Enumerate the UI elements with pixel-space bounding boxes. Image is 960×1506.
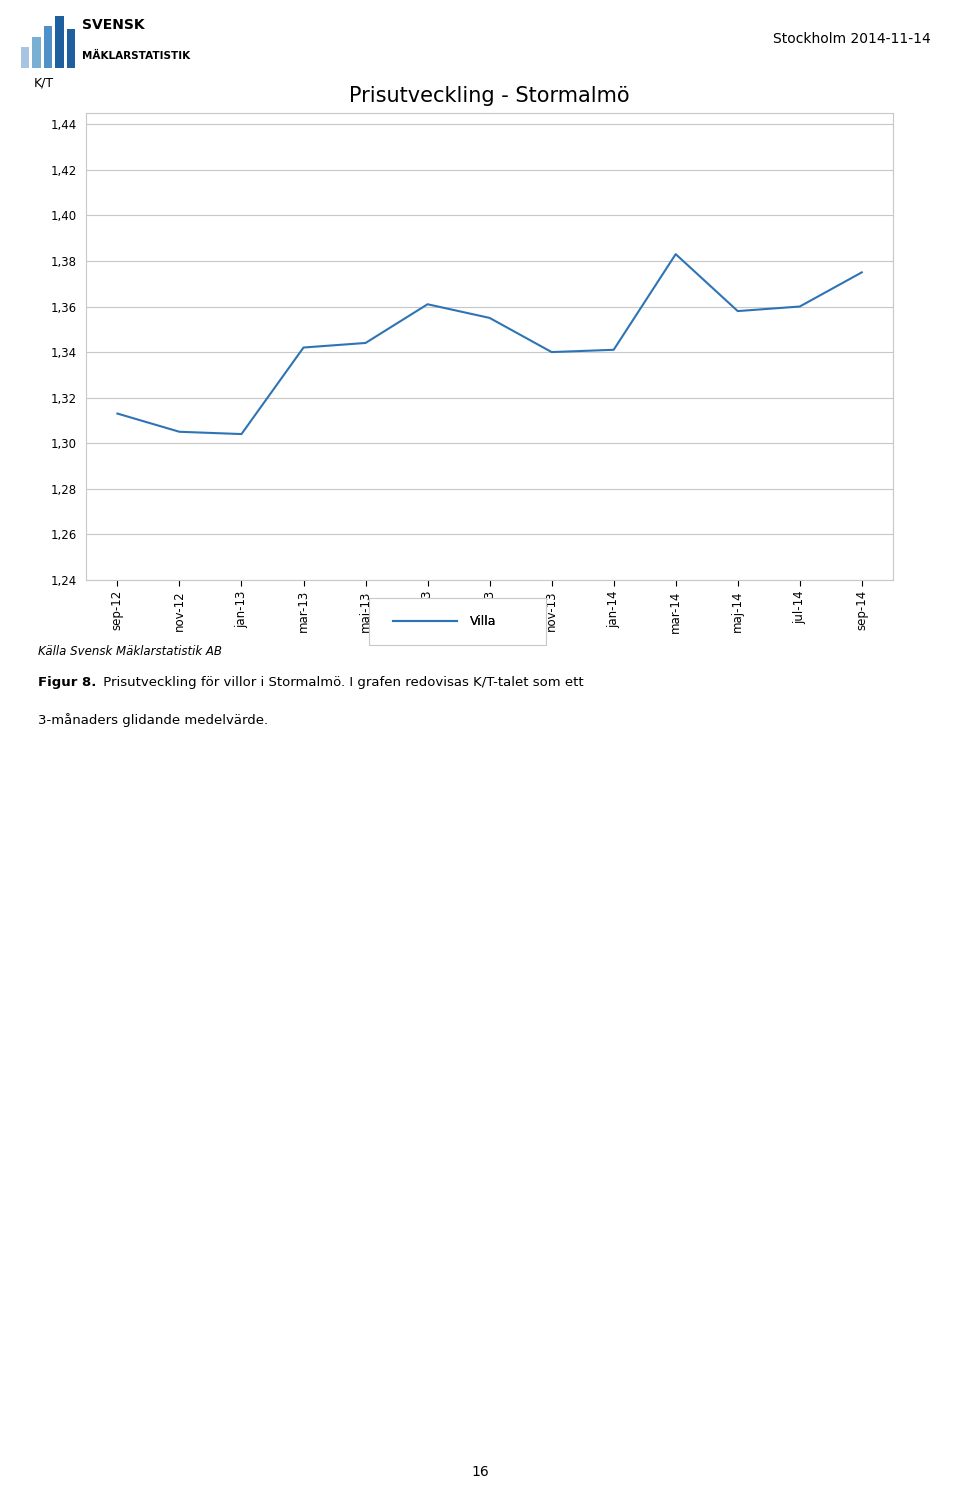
Text: K/T: K/T [34,77,54,90]
Text: Stockholm 2014-11-14: Stockholm 2014-11-14 [774,32,931,47]
Text: Villa: Villa [469,614,496,628]
Bar [67,29,75,68]
Bar [21,47,29,68]
Bar [33,36,40,68]
Bar [44,26,52,68]
Text: Figur 8.: Figur 8. [38,676,97,690]
Text: Källa Svensk Mäklarstatistik AB: Källa Svensk Mäklarstatistik AB [38,645,223,658]
Text: 3-månaders glidande medelvärde.: 3-månaders glidande medelvärde. [38,714,269,727]
Text: MÄKLARSTATISTIK: MÄKLARSTATISTIK [82,51,190,62]
Text: Villa: Villa [469,614,496,628]
Bar [56,15,63,68]
Text: 16: 16 [471,1465,489,1479]
Text: Prisutveckling för villor i Stormalmö. I grafen redovisas K/T-talet som ett: Prisutveckling för villor i Stormalmö. I… [99,676,584,690]
Title: Prisutveckling - Stormalmö: Prisutveckling - Stormalmö [349,86,630,105]
FancyBboxPatch shape [369,598,546,645]
Text: SVENSK: SVENSK [82,18,144,32]
